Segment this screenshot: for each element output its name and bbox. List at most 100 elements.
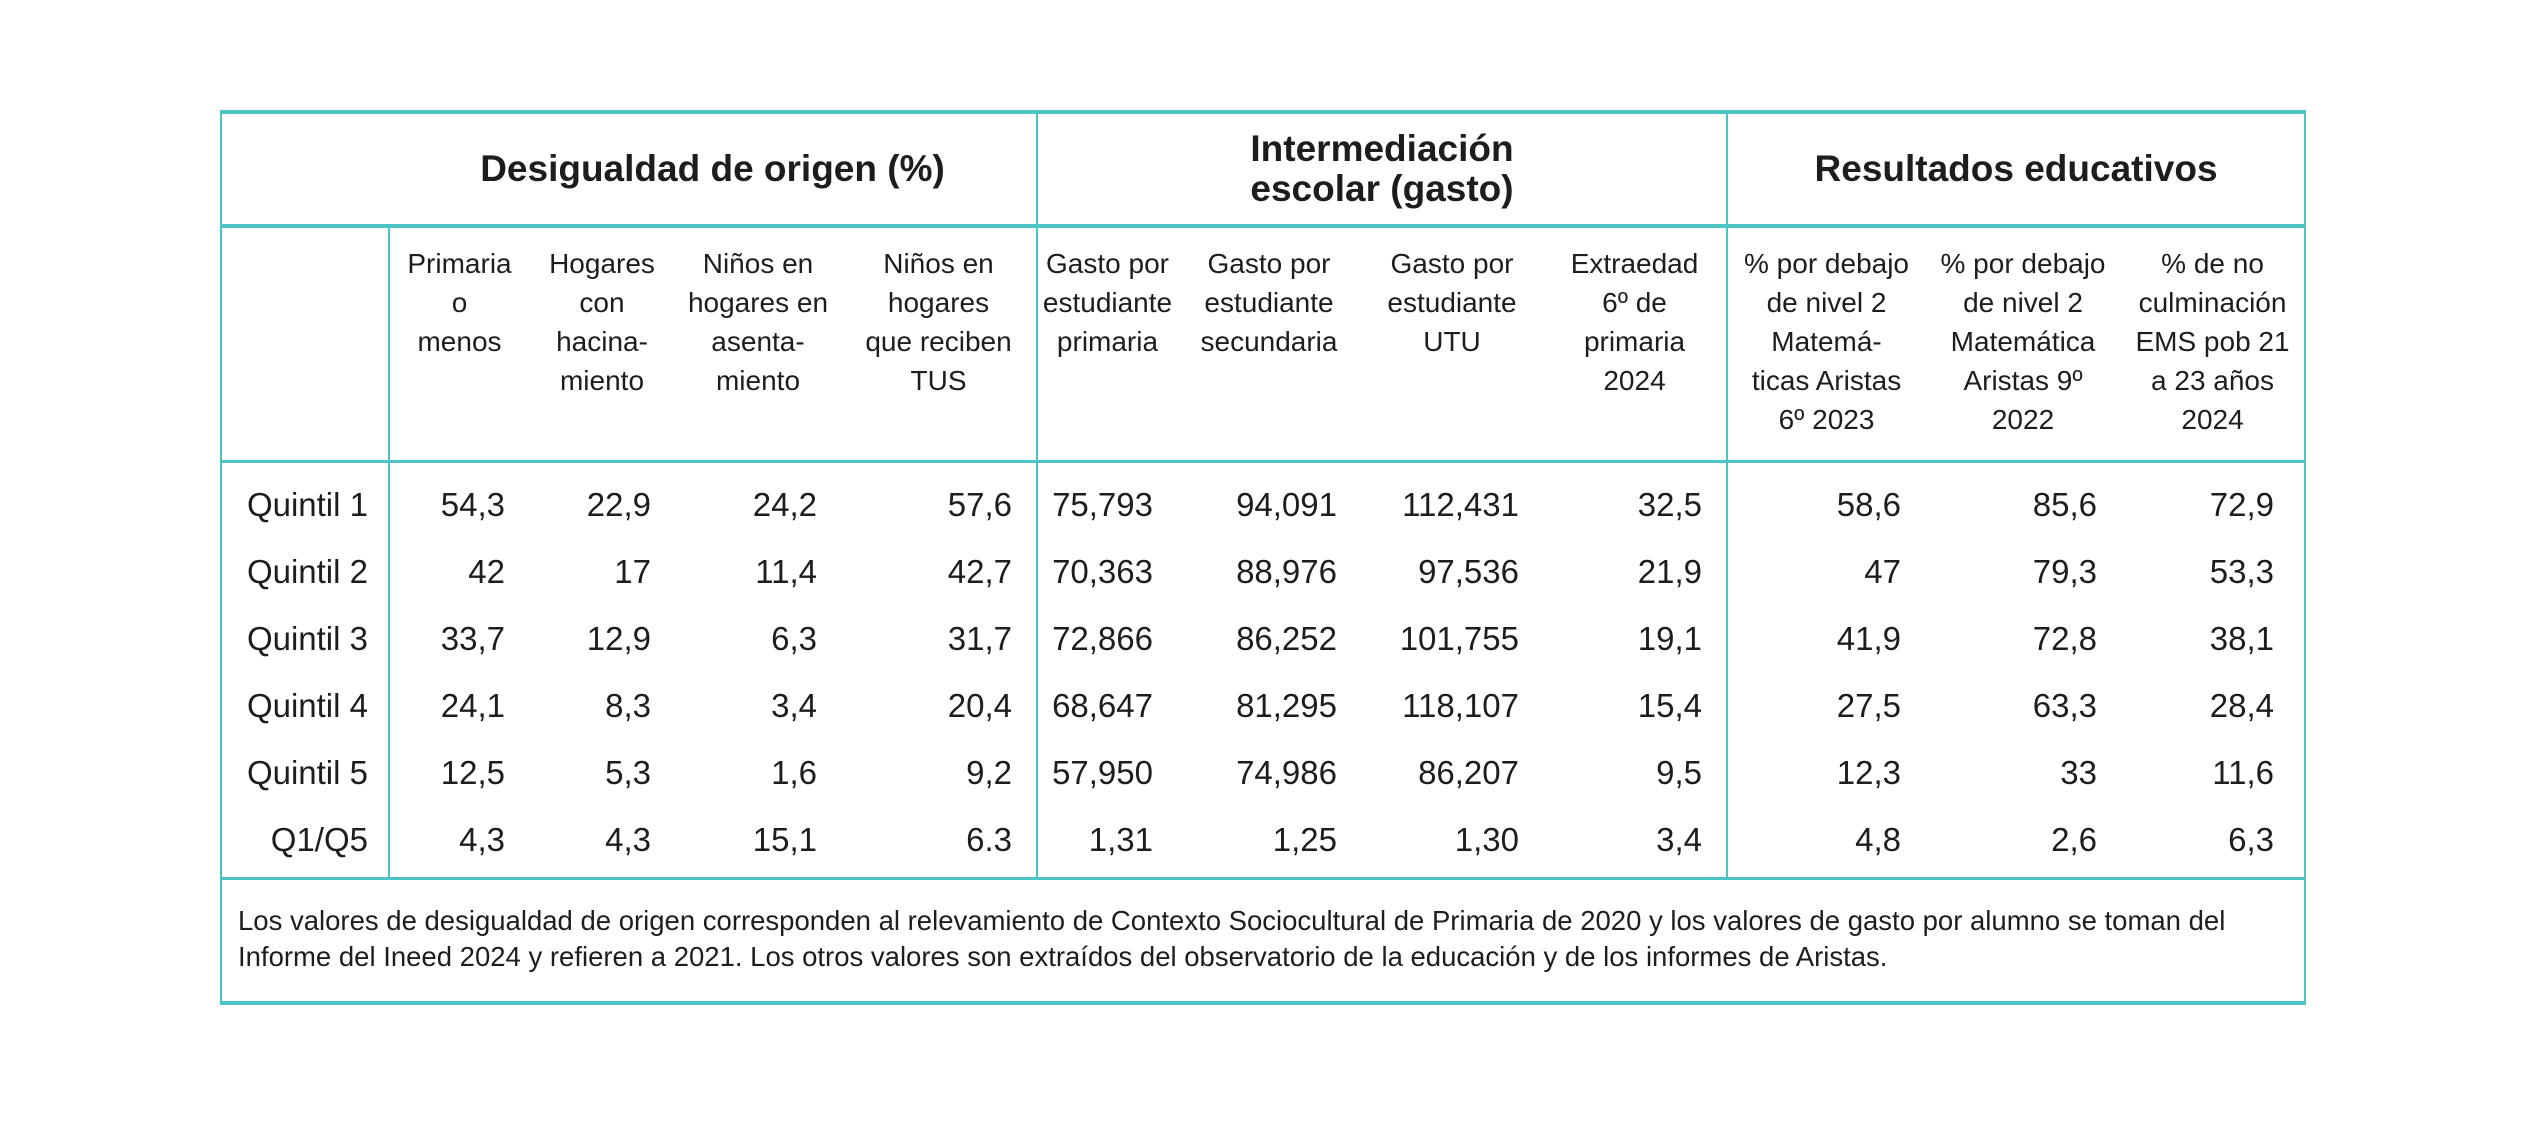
table-cell: 58,6 <box>1726 461 1926 538</box>
table-row: Quintil 5 12,5 5,3 1,6 9,2 57,950 74,986… <box>220 739 2307 806</box>
table-cell: 72,9 <box>2121 461 2307 538</box>
group-header-results-text: Resultados educativos <box>1814 148 2218 189</box>
table-cell: 72,8 <box>2032 619 2098 657</box>
column-header: Gasto por estudiante UTU <box>1361 226 1543 463</box>
table-cell: 28,4 <box>2121 672 2307 739</box>
table-cell: 4,3 <box>605 820 651 858</box>
table-row: Quintil 2 42 17 11,4 42,7 70,363 88,976 … <box>220 538 2307 605</box>
row-label: Quintil 2 <box>220 538 389 605</box>
table-cell: 112,431 <box>1402 485 1519 523</box>
table-cell: 47 <box>1726 538 1926 605</box>
table-cell: 20,4 <box>947 686 1012 724</box>
table-cell: 12,9 <box>586 619 651 657</box>
table-cell: 15,1 <box>752 820 817 858</box>
table-row: Quintil 4 24,1 8,3 3,4 20,4 68,647 81,29… <box>220 672 2307 739</box>
table-row: Q1/Q5 4,3 4,3 15,1 6.3 1,31 1,25 1,30 3,… <box>220 806 2307 879</box>
row-label: Quintil 3 <box>220 605 389 672</box>
column-header: Niños en hogares que reciben TUS <box>841 226 1037 463</box>
table-cell: 41,9 <box>1726 605 1926 672</box>
table-cell: 33,7 <box>388 605 529 672</box>
table-cell: 1,6 <box>771 753 817 791</box>
table-cell: 1,25 <box>1272 820 1337 858</box>
table-cell: 17 <box>614 552 651 590</box>
table-cell: 11,4 <box>755 552 817 590</box>
column-header: Hogares con hacina- miento <box>529 226 675 463</box>
column-header: Niños en hogares en asenta- miento <box>675 226 841 463</box>
table-cell: 53,3 <box>2121 538 2307 605</box>
table-cell: 75,793 <box>1036 461 1177 538</box>
table-cell: 70,363 <box>1036 538 1177 605</box>
table-row: Quintil 3 33,7 12,9 6,3 31,7 72,866 86,2… <box>220 605 2307 672</box>
table-cell: 54,3 <box>388 461 529 538</box>
column-header: Gasto por estudiante secundaria <box>1177 226 1361 463</box>
quintile-table: Desigualdad de origen (%) Intermediación… <box>219 110 2307 1005</box>
table-cell: 4,3 <box>388 806 529 879</box>
column-header: Gasto por estudiante primaria <box>1036 226 1177 463</box>
table-cell: 4,8 <box>1726 806 1926 879</box>
row-label: Quintil 1 <box>220 461 389 538</box>
group-header-intermediation-line1: Intermediación <box>1250 128 1514 169</box>
row-label: Quintil 5 <box>220 739 389 806</box>
table-cell: 21,9 <box>1637 552 1703 590</box>
table-cell: 6,3 <box>2121 806 2307 879</box>
table-cell: 33 <box>2060 753 2098 791</box>
column-header: % de no culminación EMS pob 21 a 23 años… <box>2121 226 2307 463</box>
table-cell: 94,091 <box>1236 485 1337 523</box>
table-cell: 79,3 <box>2032 552 2098 590</box>
table-row: Quintil 1 54,3 22,9 24,2 57,6 75,793 94,… <box>220 461 2307 538</box>
table-cell: 1,31 <box>1036 806 1177 879</box>
column-header: Primaria o menos <box>388 226 529 463</box>
row-label-header <box>220 226 389 463</box>
table-cell: 88,976 <box>1236 552 1337 590</box>
table-cell: 85,6 <box>2032 485 2098 523</box>
table-cell: 101,755 <box>1399 619 1519 657</box>
table-cell: 12,5 <box>388 739 529 806</box>
table-cell: 3,4 <box>1656 820 1703 858</box>
table-cell: 6.3 <box>966 820 1012 858</box>
table-cell: 81,295 <box>1236 686 1337 724</box>
table-cell: 86,207 <box>1418 753 1519 791</box>
table-cell: 74,986 <box>1236 753 1337 791</box>
table-cell: 86,252 <box>1236 619 1337 657</box>
table-cell: 38,1 <box>2121 605 2307 672</box>
group-header-intermediation: Intermediación escolar (gasto) <box>1035 110 1728 228</box>
table-cell: 27,5 <box>1726 672 1926 739</box>
row-label: Quintil 4 <box>220 672 389 739</box>
row-label: Q1/Q5 <box>220 806 389 879</box>
table-cell: 57,6 <box>947 485 1012 523</box>
table-cell: 2,6 <box>2051 820 2098 858</box>
table-cell: 42,7 <box>947 552 1012 590</box>
table-cell: 11,6 <box>2121 739 2307 806</box>
table-cell: 9,2 <box>966 753 1012 791</box>
table-cell: 57,950 <box>1036 739 1177 806</box>
column-header-row: Primaria o menos Hogares con hacina- mie… <box>220 226 2307 463</box>
table-cell: 8,3 <box>605 686 651 724</box>
table-cell: 3,4 <box>771 686 817 724</box>
table-cell: 9,5 <box>1656 753 1703 791</box>
table-cell: 22,9 <box>586 485 651 523</box>
table-cell: 1,30 <box>1454 820 1519 858</box>
table-cell: 5,3 <box>605 753 651 791</box>
corner-cell <box>220 110 389 228</box>
note-row: Los valores de desigualdad de origen cor… <box>219 877 2307 1005</box>
table-cell: 63,3 <box>2032 686 2098 724</box>
group-header-intermediation-line2: escolar (gasto) <box>1250 168 1514 209</box>
table-footnote: Los valores de desigualdad de origen cor… <box>219 877 2307 1005</box>
table-cell: 42 <box>388 538 529 605</box>
table-cell: 118,107 <box>1402 686 1519 724</box>
column-header: % por debajo de nivel 2 Matemá- ticas Ar… <box>1726 226 1926 463</box>
table-cell: 6,3 <box>771 619 817 657</box>
table-cell: 24,2 <box>752 485 817 523</box>
column-header: % por debajo de nivel 2 Matemática Arist… <box>1925 226 2122 463</box>
column-header: Extraedad 6º de primaria 2024 <box>1543 226 1728 463</box>
table-cell: 72,866 <box>1036 605 1177 672</box>
table-cell: 32,5 <box>1637 485 1703 523</box>
table-cell: 24,1 <box>388 672 529 739</box>
table-cell: 97,536 <box>1418 552 1519 590</box>
table-body: Quintil 1 54,3 22,9 24,2 57,6 75,793 94,… <box>220 461 2307 879</box>
table-cell: 68,647 <box>1036 672 1177 739</box>
group-header-origin: Desigualdad de origen (%) <box>389 110 1037 228</box>
table-cell: 15,4 <box>1637 686 1703 724</box>
table-cell: 19,1 <box>1637 619 1703 657</box>
table-cell: 31,7 <box>947 619 1012 657</box>
